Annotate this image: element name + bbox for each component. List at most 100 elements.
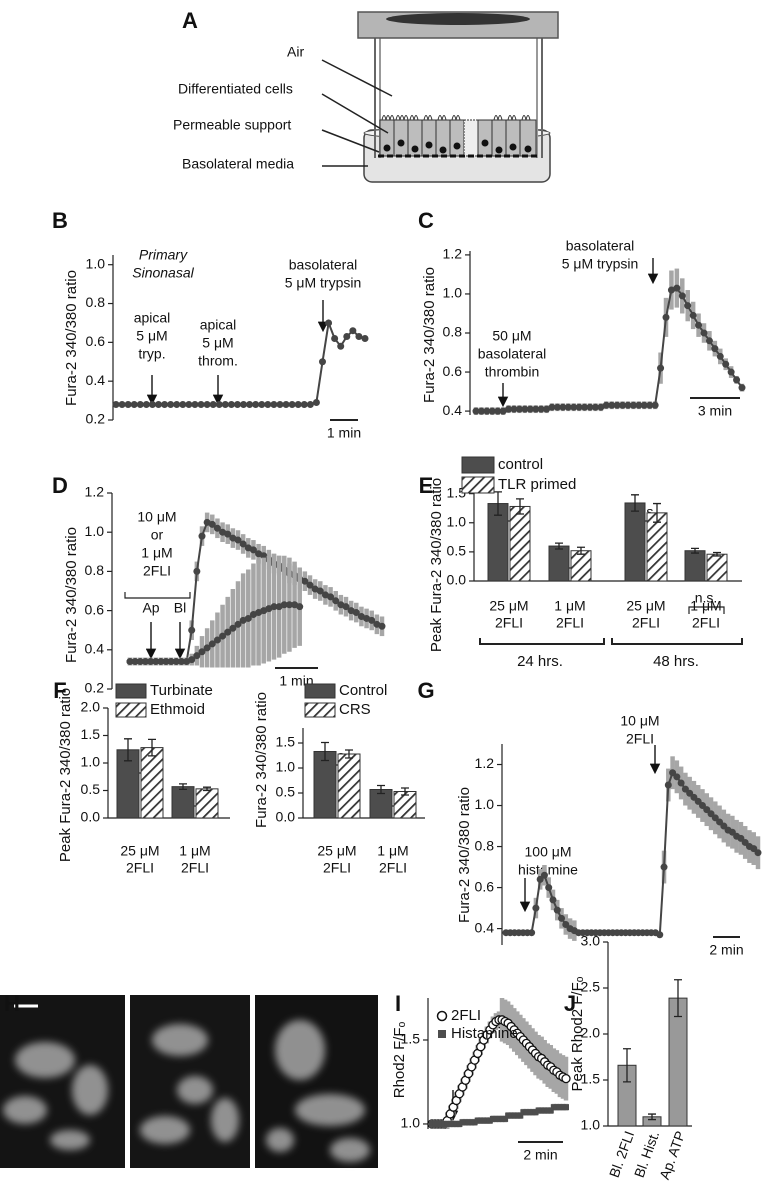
annotation: Sinonasal (132, 265, 194, 281)
annotation: or (151, 527, 164, 543)
marker (188, 626, 196, 634)
error-bar (179, 783, 187, 791)
marker (285, 601, 293, 609)
y-tick-label: 1.2 (85, 484, 105, 500)
bar (624, 502, 646, 582)
marker (294, 400, 302, 408)
y-tick-label: 0.2 (86, 411, 106, 427)
x-tick-label: 25 μM (120, 843, 159, 859)
marker (544, 1107, 551, 1114)
error-bar (577, 546, 585, 555)
marker (489, 1115, 496, 1122)
legend-label: 2FLI (451, 1007, 481, 1024)
annotation: 2FLI (626, 731, 654, 747)
y-axis-title: Peak Rhod2 F/Fₒ (569, 976, 586, 1091)
y-tick-label: 1.0 (581, 1117, 601, 1133)
marker (429, 1120, 435, 1127)
marker (548, 403, 556, 411)
y-tick-label: 2.0 (581, 1025, 601, 1041)
marker (233, 400, 241, 408)
marker (185, 400, 193, 408)
marker (559, 403, 567, 411)
error-bar (401, 787, 409, 796)
annotation: apical (200, 317, 237, 333)
marker (521, 405, 529, 413)
marker (161, 400, 169, 408)
y-tick-label: 0.4 (86, 372, 106, 388)
diagram-label: Differentiated cells (178, 81, 293, 97)
diagram-label: Basolateral media (182, 156, 294, 172)
marker (152, 658, 160, 666)
annotation: 50 μM (492, 328, 531, 344)
x-tick-label: 1 μM (554, 598, 585, 614)
micrographs (0, 995, 378, 1168)
scale-bar-label: 2 min (709, 942, 743, 958)
marker (318, 358, 326, 366)
annotation: histamine (518, 862, 578, 878)
marker (505, 1112, 512, 1119)
annotation: Bl (174, 600, 186, 616)
bar (337, 753, 361, 819)
marker (142, 400, 150, 408)
marker (157, 658, 165, 666)
marker (332, 597, 340, 605)
marker (613, 401, 621, 409)
marker (325, 319, 333, 327)
y-tick-label: 0.5 (447, 543, 467, 559)
annotation: basolateral (478, 346, 547, 362)
annotation: basolateral (289, 257, 358, 273)
scale-bar-label: 1 min (327, 425, 361, 441)
legend-label: Histamine (451, 1025, 518, 1042)
marker (221, 400, 229, 408)
marker (474, 1117, 481, 1124)
marker (459, 1119, 466, 1126)
bracket (124, 592, 191, 599)
y-tick-label: 1.5 (401, 1031, 421, 1047)
group-bracket (611, 638, 743, 645)
marker (312, 399, 320, 407)
marker (629, 401, 637, 409)
marker (301, 577, 309, 585)
y-tick-label: 3.0 (581, 933, 601, 949)
error-bar (203, 786, 211, 792)
legend-swatch (304, 683, 336, 699)
marker (549, 896, 557, 904)
marker (349, 327, 357, 335)
bar (706, 553, 728, 582)
y-tick-label: 1.0 (86, 255, 106, 271)
panel-letter: J (564, 991, 576, 1016)
marker (511, 1112, 518, 1119)
marker (553, 906, 561, 914)
marker (352, 609, 360, 617)
y-axis-title: Fura-2 340/380 ratio (253, 692, 270, 828)
bar (171, 786, 195, 819)
marker (197, 400, 205, 408)
marker (130, 400, 138, 408)
marker (438, 1120, 445, 1127)
marker (545, 884, 553, 892)
marker (342, 603, 350, 611)
marker (198, 648, 206, 656)
marker (646, 401, 654, 409)
y-tick-label: 0.8 (85, 562, 105, 578)
marker (486, 1117, 493, 1124)
marker (124, 400, 132, 408)
annotation: tryp. (138, 346, 165, 362)
marker (526, 405, 534, 413)
marker (502, 1115, 509, 1122)
y-tick-label: 0.6 (443, 363, 463, 379)
y-tick-label: 0.4 (475, 919, 495, 935)
marker (215, 400, 223, 408)
x-tick-label: 2FLI (126, 860, 154, 876)
marker (179, 400, 187, 408)
error-bar (321, 741, 329, 762)
marker (126, 658, 134, 666)
marker (131, 658, 139, 666)
y-tick-label: 1.5 (447, 484, 467, 500)
marker (477, 407, 485, 415)
legend-swatch (461, 456, 495, 474)
marker (213, 524, 221, 532)
marker (141, 658, 149, 666)
marker (355, 333, 363, 341)
panel-letter: A (182, 8, 198, 33)
